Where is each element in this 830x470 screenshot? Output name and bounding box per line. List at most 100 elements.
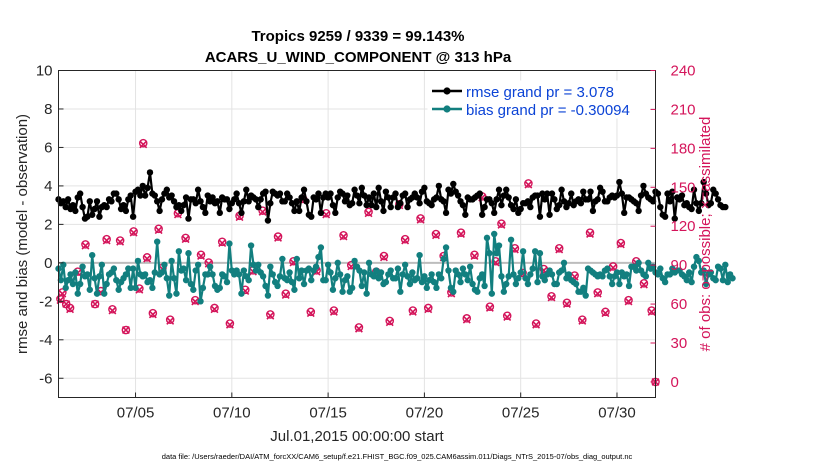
obs-assimilated-marker	[470, 252, 479, 261]
rmse-marker	[86, 198, 93, 205]
rmse-marker	[462, 211, 469, 218]
rmse-marker	[209, 194, 216, 201]
rmse-marker	[459, 201, 467, 209]
bias-marker	[481, 282, 488, 290]
obs-assimilated-marker	[601, 309, 610, 318]
obs-assimilated-marker	[431, 231, 440, 240]
y-axis-label: rmse and bias (model - observation)	[14, 114, 31, 354]
bias-marker	[365, 259, 373, 267]
x-axis: 07/05 07/10 07/15 07/20 07/25 07/30	[117, 392, 636, 422]
obs-assimilated-marker	[66, 305, 75, 314]
legend-rmse-label: rmse grand pr = 3.078	[466, 84, 614, 101]
bias-marker	[613, 269, 621, 276]
y2-tick-label: 180	[671, 140, 696, 157]
rmse-marker	[416, 200, 423, 207]
rmse-marker	[122, 207, 130, 215]
bias-marker	[122, 271, 130, 278]
obs-possible-marker	[547, 291, 556, 301]
bias-marker	[623, 271, 630, 278]
rmse-marker	[89, 211, 96, 218]
obs-possible-marker	[217, 237, 227, 247]
obs-assimilated-marker	[274, 233, 283, 242]
obs-assimilated-marker	[81, 241, 90, 250]
bias-marker	[683, 276, 690, 284]
rmse-marker	[363, 201, 370, 209]
obs-possible-marker	[165, 315, 175, 324]
obs-assimilated-marker	[562, 300, 571, 309]
bias-marker	[529, 265, 536, 272]
legend-bias-marker	[443, 105, 451, 113]
x-tick-label: 07/05	[117, 405, 155, 422]
bias-marker	[255, 261, 262, 268]
rmse-marker	[257, 196, 264, 203]
rmse-marker	[447, 190, 455, 197]
rmse-marker	[478, 211, 486, 218]
obs-possible-marker	[470, 250, 479, 260]
bias-marker	[498, 273, 505, 280]
obs-assimilated-marker	[58, 289, 67, 298]
bias-marker	[151, 269, 158, 276]
obs-assimilated-marker	[485, 303, 494, 312]
rmse-marker	[180, 201, 187, 209]
obs-assimilated-marker	[258, 207, 267, 216]
y-tick-label: 4	[44, 178, 52, 195]
rmse-marker	[568, 190, 575, 197]
bias-marker	[226, 240, 233, 247]
rmse-marker	[156, 207, 163, 215]
rmse-marker	[678, 192, 686, 199]
rmse-marker	[517, 205, 524, 213]
obs-assimilated-marker	[339, 232, 348, 241]
bias-marker	[505, 273, 512, 280]
rmse-marker	[315, 190, 322, 197]
bias-marker	[491, 230, 498, 238]
legend-bias-label: bias grand pr = -0.30094	[466, 102, 630, 119]
obs-possible-marker	[329, 306, 339, 315]
obs-possible-marker	[601, 307, 610, 317]
rmse-marker	[476, 190, 483, 197]
bias-marker	[457, 278, 464, 286]
bias-marker	[527, 271, 534, 278]
rmse-marker	[108, 198, 115, 205]
rmse-marker	[358, 184, 366, 192]
bias-marker	[72, 269, 79, 276]
obs-possible-marker	[181, 233, 190, 243]
rmse-marker	[546, 211, 553, 218]
bias-marker	[84, 271, 91, 278]
bias-marker	[438, 275, 445, 282]
bias-marker	[488, 290, 496, 297]
bias-marker	[454, 271, 462, 278]
bias-marker	[132, 284, 139, 292]
bias-marker	[264, 292, 272, 299]
bias-marker	[392, 275, 399, 282]
obs-assimilated-marker	[108, 306, 117, 315]
rmse-marker	[524, 198, 532, 205]
bias-marker	[464, 276, 471, 284]
rmse-marker	[231, 196, 238, 203]
rmse-marker	[688, 205, 695, 213]
obs-assimilated-marker	[586, 230, 594, 238]
rmse-marker	[377, 198, 385, 205]
legend-rmse-marker	[443, 87, 451, 95]
rmse-marker	[146, 169, 154, 176]
rmse-marker	[491, 209, 498, 217]
rmse-marker	[267, 200, 274, 207]
bias-marker	[406, 280, 414, 288]
bias-marker	[223, 278, 231, 286]
bias-marker	[127, 284, 134, 292]
rmse-marker	[344, 192, 351, 199]
obs-assimilated-marker	[401, 236, 410, 245]
bias-marker	[286, 269, 293, 276]
rmse-marker	[536, 213, 544, 220]
bias-marker	[221, 273, 228, 280]
bias-marker	[209, 271, 216, 278]
obs-possible-marker	[354, 323, 364, 332]
bias-marker	[267, 263, 274, 270]
rmse-marker	[298, 194, 305, 201]
bias-marker	[416, 251, 423, 259]
x-tick-label: 07/20	[406, 405, 444, 422]
bias-marker	[356, 267, 363, 274]
y2-tick-label: 240	[671, 63, 696, 80]
bias-marker	[315, 253, 322, 261]
obs-possible-marker	[102, 234, 111, 244]
obs-possible-marker	[485, 302, 495, 311]
